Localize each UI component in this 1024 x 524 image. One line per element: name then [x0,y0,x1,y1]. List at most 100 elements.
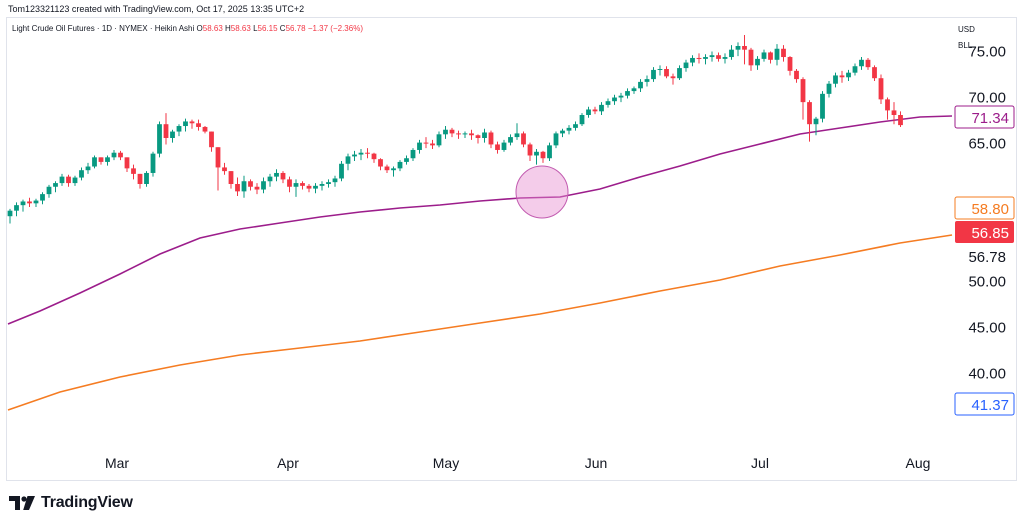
candle [163,113,169,145]
candle [183,118,188,132]
candle [85,162,91,174]
candle [501,139,507,152]
candle [748,47,754,71]
last-price-label-text: 56.85 [971,225,1009,242]
candle [677,65,682,81]
candle [865,57,871,70]
price-unit-box[interactable]: USD BLL [958,22,975,54]
candle [872,65,877,81]
candle [7,208,13,224]
currency-label: USD [958,25,975,34]
candle [462,131,468,138]
candle [430,139,435,150]
candle [547,142,552,161]
ohlc-open: O58.63 [196,24,223,33]
candle [742,34,747,65]
candle [534,149,539,165]
candle [781,45,786,62]
candle [592,106,598,115]
candle [586,106,591,118]
candle [215,147,221,191]
candle [436,131,442,148]
candle [807,100,812,142]
ohlc-change: −1.37 (−2.36%) [307,24,363,33]
candle [703,54,708,65]
candle [326,179,331,188]
tradingview-logo-icon [9,496,35,510]
candle [345,153,351,171]
time-axis: Mar Apr May Jun Jul Aug [105,455,931,471]
candle [891,102,897,125]
candle [40,192,45,205]
candle [527,142,533,161]
candle [878,74,884,104]
candle [657,65,663,76]
candle [495,141,500,154]
y-tick-label: 40.00 [968,366,1006,383]
candle [111,149,117,161]
candle [885,97,890,120]
candle [254,183,260,195]
candle [800,77,806,120]
candle [553,131,559,149]
candle [261,177,266,194]
candle [579,113,585,127]
candle [235,177,240,196]
marker-label-text: 41.37 [971,397,1009,414]
current-close-label: 56.78 [968,249,1006,266]
symbol-legend: Light Crude Oil Futures · 1D · NYMEX · H… [12,24,363,33]
candle [66,174,71,187]
price-labels: 71.34 58.80 56.85 56.78 41.37 [954,105,1015,416]
candle [59,173,65,186]
candle [293,179,299,197]
candle [176,124,182,137]
candle [898,111,903,127]
candle [332,175,338,187]
tradingview-logo[interactable]: TradingView [9,493,133,513]
candle [664,66,669,79]
candle [638,79,643,92]
candle [313,183,318,194]
candle [423,137,429,149]
candle [267,173,273,187]
unit-label: BLL [958,41,973,50]
candle [358,149,364,161]
marker-label: 41.37 [954,392,1015,416]
candle [300,181,305,190]
candle [410,148,416,161]
moving-averages [7,115,953,411]
candle [709,51,715,62]
ma-long-label-text: 58.80 [971,201,1009,218]
candle [391,166,396,177]
y-tick-label: 45.00 [968,320,1006,337]
candle [222,162,227,175]
candle [605,98,611,108]
candle [670,73,676,85]
candle [618,92,624,103]
candle [137,173,143,189]
candle [53,181,58,193]
candle [540,150,546,163]
candle [488,130,494,149]
candle [644,75,650,87]
candle [729,45,734,60]
candle [859,57,864,70]
candle [768,51,773,64]
candle [131,164,136,180]
candle [696,53,702,64]
candle [794,69,799,83]
candle [514,123,520,140]
candle [105,155,110,166]
tradingview-wordmark: TradingView [41,494,133,511]
candle [150,151,156,177]
candle [280,171,286,184]
candle [774,44,780,66]
candle [852,63,858,76]
chart-credit: Tom123321123 created with TradingView.co… [8,4,305,14]
candle [404,155,409,165]
highlight-marker [515,165,569,219]
candle [456,130,461,139]
candle [599,102,604,115]
x-tick-label: Jul [751,455,769,471]
